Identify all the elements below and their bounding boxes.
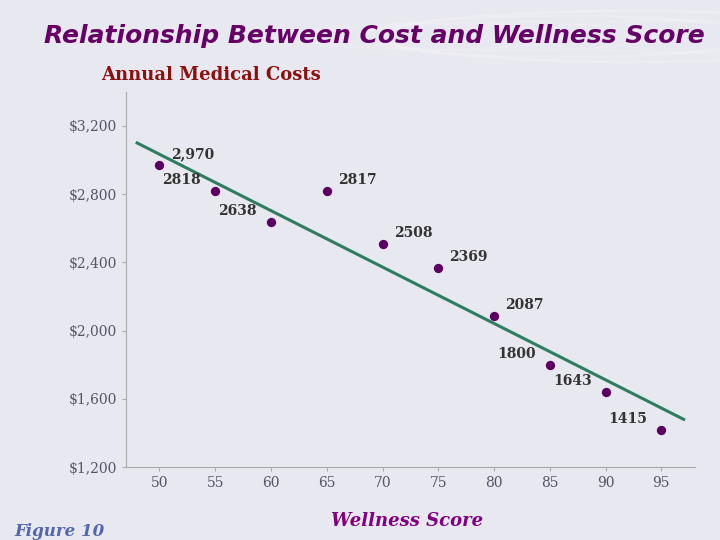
Text: 1415: 1415 bbox=[608, 413, 647, 427]
Text: Wellness Score: Wellness Score bbox=[330, 512, 483, 530]
Text: Annual Medical Costs: Annual Medical Costs bbox=[101, 66, 320, 84]
Point bbox=[600, 387, 611, 396]
Text: 1800: 1800 bbox=[497, 347, 536, 361]
Text: 1643: 1643 bbox=[553, 374, 592, 388]
Text: 2087: 2087 bbox=[505, 298, 544, 312]
Point bbox=[321, 187, 333, 195]
Text: 2818: 2818 bbox=[163, 173, 201, 187]
Text: 2369: 2369 bbox=[449, 249, 488, 264]
Text: 2,970: 2,970 bbox=[171, 147, 214, 161]
Text: 2638: 2638 bbox=[218, 204, 257, 218]
Text: 2817: 2817 bbox=[338, 173, 377, 187]
Point bbox=[488, 312, 500, 320]
Point bbox=[377, 240, 388, 248]
Point bbox=[210, 187, 221, 195]
Text: Relationship Between Cost and Wellness Score: Relationship Between Cost and Wellness S… bbox=[44, 24, 705, 49]
Point bbox=[265, 218, 276, 226]
Point bbox=[656, 426, 667, 435]
Text: 2508: 2508 bbox=[394, 226, 432, 240]
Point bbox=[544, 360, 556, 369]
Text: Figure 10: Figure 10 bbox=[14, 523, 104, 539]
Point bbox=[153, 161, 165, 170]
Point bbox=[433, 264, 444, 272]
